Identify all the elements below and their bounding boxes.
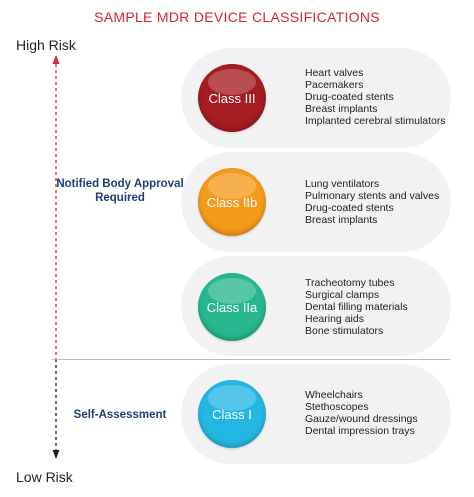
class-iia-examples: Tracheotomy tubes Surgical clamps Dental… [305, 277, 408, 337]
list-item: Implanted cerebral stimulators [305, 115, 446, 127]
low-risk-label: Low Risk [16, 469, 73, 485]
list-item: Wheelchairs [305, 389, 363, 401]
class-iii-label: Class III [208, 90, 256, 106]
list-item: Hearing aids [305, 313, 364, 325]
diagram-title: SAMPLE MDR DEVICE CLASSIFICATIONS [94, 9, 380, 25]
class-iib-label: Class IIb [206, 194, 258, 210]
list-item: Pulmonary stents and valves [305, 190, 440, 202]
high-risk-label: High Risk [16, 37, 76, 53]
down-arrow-icon [52, 450, 60, 459]
list-item: Dental filling materials [305, 301, 408, 313]
section-divider [52, 359, 450, 360]
list-item: Bone stimulators [305, 325, 384, 337]
class-iii-examples: Heart valves Pacemakers Drug-coated sten… [305, 67, 446, 127]
class-iia-badge: Class IIa [198, 273, 266, 341]
list-item: Lung ventilators [305, 178, 380, 190]
up-arrow-icon [52, 55, 60, 64]
list-item: Breast implants [305, 103, 378, 115]
risk-axis [52, 55, 60, 459]
list-item: Heart valves [305, 67, 364, 79]
list-item: Stethoscopes [305, 401, 369, 413]
list-item: Pacemakers [305, 79, 364, 91]
list-item: Breast implants [305, 214, 378, 226]
self-assessment-label: Self-Assessment [73, 409, 167, 421]
list-item: Dental impression trays [305, 425, 415, 437]
class-iii-badge: Class III [198, 64, 266, 132]
class-iib-examples: Lung ventilators Pulmonary stents and va… [305, 178, 439, 226]
list-item: Surgical clamps [305, 289, 380, 301]
list-item: Tracheotomy tubes [305, 277, 395, 289]
class-i-examples: Wheelchairs Stethoscopes Gauze/wound dre… [305, 389, 418, 437]
notified-body-label: Notified Body Approval Required [56, 178, 184, 205]
class-i-label: Class I [212, 406, 252, 422]
class-iib-badge: Class IIb [198, 168, 266, 236]
list-item: Drug-coated stents [305, 91, 394, 103]
class-iia-label: Class IIa [206, 299, 258, 315]
class-i-badge: Class I [198, 380, 266, 448]
list-item: Drug-coated stents [305, 202, 394, 214]
list-item: Gauze/wound dressings [305, 413, 418, 425]
